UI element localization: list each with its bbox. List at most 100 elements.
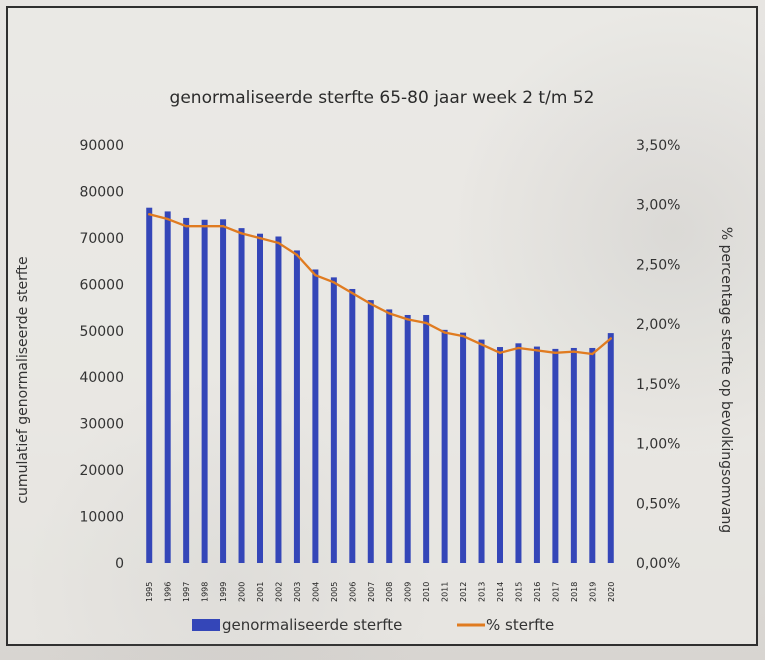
bar-1995 <box>146 207 153 563</box>
line-point-2014 <box>498 351 502 355</box>
bar-2002 <box>275 236 282 564</box>
bar-1998 <box>201 219 208 563</box>
x-tick-label: 2011 <box>441 582 450 602</box>
bar-2001 <box>257 233 263 563</box>
x-tick-label: 2018 <box>570 582 579 602</box>
bar-2012 <box>460 332 467 563</box>
x-tick-label: 2004 <box>311 582 320 602</box>
right-tick-label: 1,00% <box>636 437 680 453</box>
bar-series <box>146 207 614 564</box>
line-point-2018 <box>572 350 576 353</box>
bar-2006 <box>349 288 356 563</box>
left-tick-label: 10000 <box>79 510 124 526</box>
line-point-2015 <box>517 346 520 350</box>
bar-2005 <box>330 277 337 563</box>
line-point-2019 <box>591 352 594 356</box>
x-tick-label: 2007 <box>367 582 376 602</box>
line-point-1995 <box>148 213 151 216</box>
line-point-2008 <box>388 312 391 315</box>
x-tick-label: 1996 <box>164 582 173 602</box>
left-axis-title: cumulatief genormaliseerde sterfte <box>15 256 31 503</box>
x-tick-label: 2016 <box>533 582 542 602</box>
right-tick-label: 3,50% <box>636 138 680 154</box>
chart-frame <box>6 6 758 646</box>
line-point-2009 <box>406 318 409 321</box>
line-point-2013 <box>480 343 483 346</box>
x-tick-label: 1997 <box>182 582 191 602</box>
line-point-2016 <box>535 349 539 352</box>
bar-2004 <box>312 269 319 563</box>
bar-2020 <box>607 333 614 563</box>
left-axis-ticks: 0 10000 20000 30000 40000 50000 60000 70000 8000… <box>79 138 124 572</box>
x-tick-label: 2013 <box>478 582 487 602</box>
left-tick-label: 70000 <box>79 231 124 247</box>
x-tick-label: 2000 <box>238 582 247 602</box>
x-tick-label: 2010 <box>422 582 431 602</box>
line-point-2004 <box>314 273 317 277</box>
bar-2000 <box>238 228 245 563</box>
x-tick-label: 2012 <box>459 582 468 602</box>
right-tick-label: 0,50% <box>636 496 680 512</box>
x-tick-label: 2015 <box>514 582 523 602</box>
bar-1997 <box>183 217 190 563</box>
line-point-2005 <box>332 281 336 284</box>
x-axis-year-labels: 1995 1996 1997 1998 1999 2000 2001 2002 2003 2004… <box>145 582 616 602</box>
x-tick-label: 1999 <box>219 582 228 602</box>
bar-2011 <box>441 329 448 563</box>
line-point-1996 <box>166 217 169 221</box>
line-point-2002 <box>277 241 280 245</box>
x-tick-label: 2005 <box>330 582 339 602</box>
line-point-2011 <box>443 331 446 334</box>
legend-line-label: % sterfte <box>486 616 554 634</box>
x-tick-label: 2003 <box>293 582 302 602</box>
x-tick-label: 1998 <box>201 582 210 602</box>
line-point-2007 <box>369 302 372 306</box>
bar-1996 <box>164 211 171 563</box>
x-tick-label: 1995 <box>145 582 154 602</box>
left-tick-label: 20000 <box>79 463 124 479</box>
chart-title: genormaliseerde sterfte 65-80 jaar week … <box>170 88 595 108</box>
x-tick-label: 2020 <box>607 582 616 602</box>
line-point-1999 <box>221 225 225 228</box>
bar-2008 <box>386 309 393 563</box>
legend-bar-swatch <box>192 619 220 631</box>
line-point-1998 <box>203 225 206 228</box>
bar-2010 <box>423 314 430 563</box>
left-tick-label: 40000 <box>79 370 124 386</box>
x-tick-label: 2006 <box>348 582 357 602</box>
line-point-2017 <box>554 351 557 355</box>
bar-2019 <box>589 347 596 563</box>
left-tick-label: 90000 <box>79 138 124 154</box>
bar-2017 <box>552 348 559 563</box>
line-point-2012 <box>461 334 465 338</box>
x-tick-label: 2008 <box>385 582 394 602</box>
line-point-2010 <box>424 321 428 325</box>
x-tick-label: 2019 <box>588 582 597 602</box>
line-point-2003 <box>295 253 299 257</box>
x-tick-label: 2017 <box>551 582 560 602</box>
bar-1999 <box>220 219 227 564</box>
bar-2018 <box>570 347 577 563</box>
legend-bar-label: genormaliseerde sterfte <box>222 616 402 634</box>
bar-2003 <box>293 250 300 563</box>
x-tick-label: 2002 <box>274 582 283 602</box>
line-point-2020 <box>609 337 612 340</box>
line-point-2006 <box>351 291 354 295</box>
left-tick-label: 30000 <box>79 417 124 433</box>
right-tick-label: 2,00% <box>636 317 680 333</box>
x-tick-label: 2001 <box>256 582 265 602</box>
left-tick-label: 50000 <box>79 324 124 340</box>
left-tick-label: 60000 <box>79 277 124 293</box>
left-tick-label: 80000 <box>79 184 124 200</box>
percentage-mortality-line <box>148 213 612 356</box>
right-axis-title: % percentage sterfte op bevolkingsomvang <box>718 227 734 533</box>
bar-2013 <box>478 339 485 563</box>
bar-2007 <box>367 300 374 563</box>
line-point-2000 <box>240 232 243 235</box>
line-point-1997 <box>184 225 188 228</box>
x-tick-label: 2009 <box>404 582 413 602</box>
line-point-2001 <box>258 236 262 240</box>
line-series <box>148 213 612 356</box>
